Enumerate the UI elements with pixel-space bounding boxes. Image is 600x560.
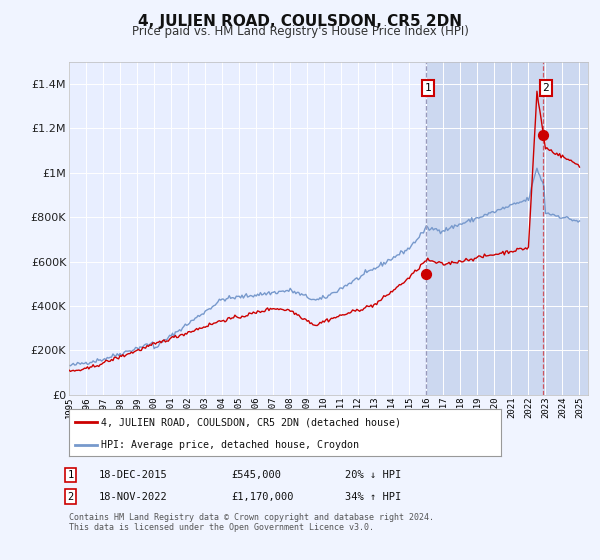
Text: This data is licensed under the Open Government Licence v3.0.: This data is licensed under the Open Gov… xyxy=(69,523,374,533)
Text: 18-NOV-2022: 18-NOV-2022 xyxy=(99,492,168,502)
Text: 4, JULIEN ROAD, COULSDON, CR5 2DN: 4, JULIEN ROAD, COULSDON, CR5 2DN xyxy=(138,14,462,29)
Text: Contains HM Land Registry data © Crown copyright and database right 2024.: Contains HM Land Registry data © Crown c… xyxy=(69,513,434,522)
Text: 34% ↑ HPI: 34% ↑ HPI xyxy=(345,492,401,502)
Text: 2: 2 xyxy=(542,83,550,94)
Text: 20% ↓ HPI: 20% ↓ HPI xyxy=(345,470,401,480)
Point xyxy=(539,130,548,139)
Text: £1,170,000: £1,170,000 xyxy=(231,492,293,502)
Text: £545,000: £545,000 xyxy=(231,470,281,480)
Text: HPI: Average price, detached house, Croydon: HPI: Average price, detached house, Croy… xyxy=(101,440,359,450)
Bar xyxy=(425,62,588,395)
Text: 4, JULIEN ROAD, COULSDON, CR5 2DN (detached house): 4, JULIEN ROAD, COULSDON, CR5 2DN (detac… xyxy=(101,417,401,427)
Point xyxy=(421,269,430,278)
Text: 18-DEC-2015: 18-DEC-2015 xyxy=(99,470,168,480)
Text: 1: 1 xyxy=(68,470,74,480)
Text: Price paid vs. HM Land Registry's House Price Index (HPI): Price paid vs. HM Land Registry's House … xyxy=(131,25,469,38)
Text: 2: 2 xyxy=(68,492,74,502)
Text: 1: 1 xyxy=(425,83,431,94)
